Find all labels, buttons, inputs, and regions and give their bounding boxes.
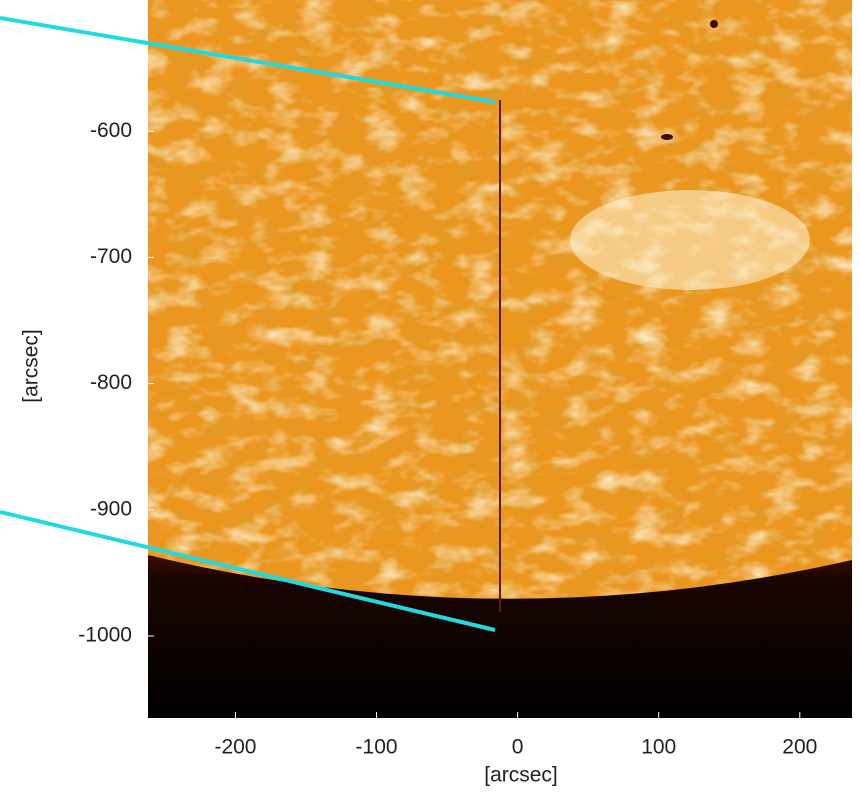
x-tick-label: -100 — [356, 736, 398, 759]
y-tick-label: -900 — [90, 497, 132, 520]
x-tick-label: -200 — [214, 736, 256, 759]
y-tick-label: -1000 — [78, 624, 132, 647]
solar-image — [148, 0, 852, 718]
y-axis-label: [arcsec] — [20, 329, 43, 403]
x-tick-label: 0 — [512, 736, 524, 759]
y-tick-label: -700 — [90, 245, 132, 268]
x-axis-label: [arcsec] — [484, 764, 558, 787]
y-tick-label: -800 — [90, 371, 132, 394]
x-tick-label: 100 — [641, 736, 676, 759]
x-tick-label: 200 — [782, 736, 817, 759]
chart: [arcsec] [arcsec] -200-1000100200-600-70… — [0, 0, 860, 798]
y-tick-label: -600 — [90, 119, 132, 142]
